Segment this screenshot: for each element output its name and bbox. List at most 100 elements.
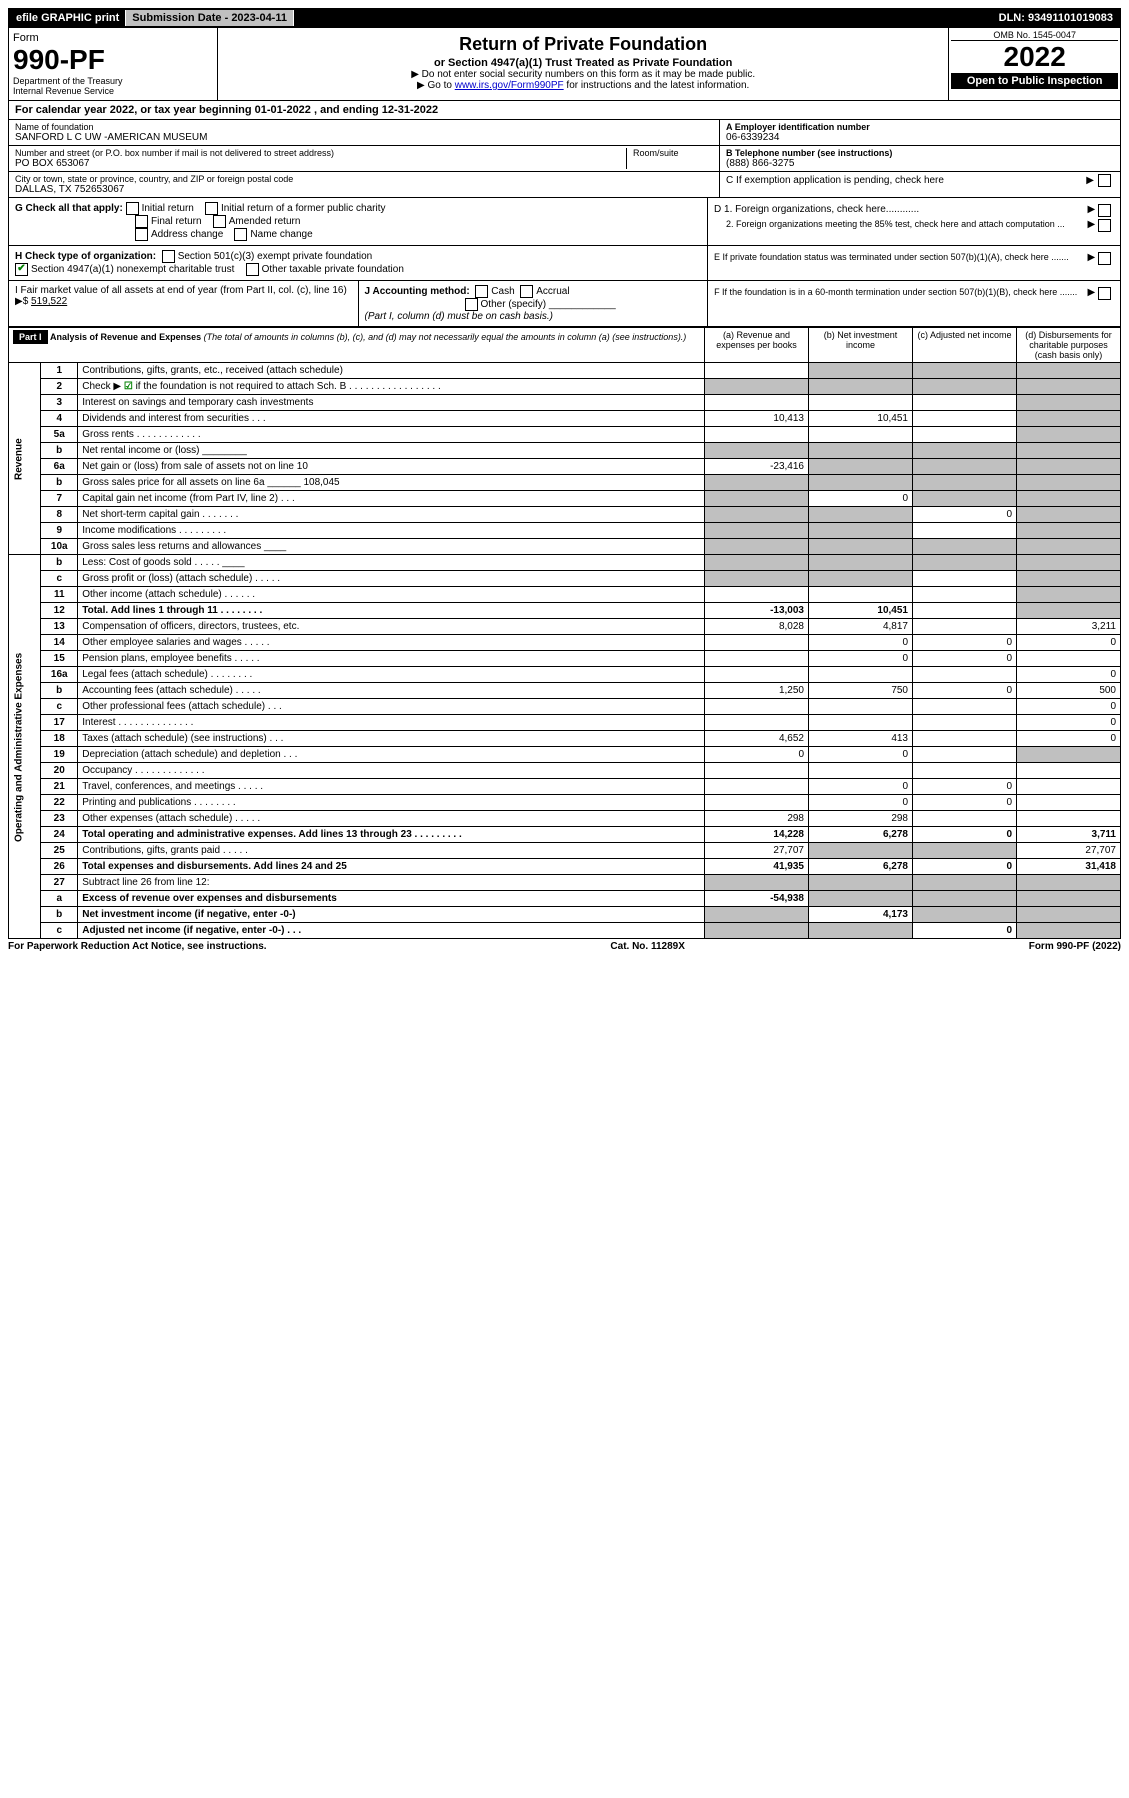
calendar-year-line: For calendar year 2022, or tax year begi… — [8, 101, 1121, 120]
c-checkbox[interactable] — [1098, 174, 1111, 187]
amount-cell — [809, 523, 913, 539]
amount-cell — [1017, 891, 1121, 907]
table-row: 2Check ▶ ☑ if the foundation is not requ… — [9, 379, 1121, 395]
g5-checkbox[interactable] — [135, 228, 148, 241]
table-row: 27Subtract line 26 from line 12: — [9, 875, 1121, 891]
amount-cell — [809, 379, 913, 395]
amount-cell — [913, 443, 1017, 459]
line-description: Excess of revenue over expenses and disb… — [78, 891, 705, 907]
c-label: C If exemption application is pending, c… — [726, 175, 1082, 186]
arrow-icon: ▶ — [1086, 175, 1094, 186]
amount-cell: 0 — [1017, 731, 1121, 747]
g6-checkbox[interactable] — [234, 228, 247, 241]
d1-checkbox[interactable] — [1098, 204, 1111, 217]
amount-cell — [809, 539, 913, 555]
amount-cell — [1017, 555, 1121, 571]
amount-cell — [1017, 795, 1121, 811]
h2-checkbox[interactable]: ✔ — [15, 263, 28, 276]
j3-checkbox[interactable] — [465, 298, 478, 311]
amount-cell — [705, 875, 809, 891]
line-number: 19 — [41, 747, 78, 763]
j-label: J Accounting method: — [365, 286, 470, 297]
j1-checkbox[interactable] — [475, 285, 488, 298]
h3-checkbox[interactable] — [246, 263, 259, 276]
line-number: a — [41, 891, 78, 907]
amount-cell — [1017, 571, 1121, 587]
table-row: 3Interest on savings and temporary cash … — [9, 395, 1121, 411]
g6-label: Name change — [250, 229, 312, 240]
line-number: 13 — [41, 619, 78, 635]
dln-label: DLN: 93491101019083 — [993, 10, 1119, 26]
f-checkbox[interactable] — [1098, 287, 1111, 300]
line-number: c — [41, 699, 78, 715]
g2-checkbox[interactable] — [205, 202, 218, 215]
line-description: Total expenses and disbursements. Add li… — [78, 859, 705, 875]
e-checkbox[interactable] — [1098, 252, 1111, 265]
amount-cell — [913, 363, 1017, 379]
ein-value: 06-6339234 — [726, 132, 1114, 143]
amount-cell: 0 — [913, 795, 1017, 811]
line-number: b — [41, 907, 78, 923]
header-right: OMB No. 1545-0047 2022 Open to Public In… — [948, 28, 1120, 100]
address: PO BOX 653067 — [15, 158, 626, 169]
amount-cell — [809, 555, 913, 571]
amount-cell — [809, 875, 913, 891]
amount-cell: 0 — [913, 923, 1017, 939]
col-c-header: (c) Adjusted net income — [913, 328, 1017, 363]
amount-cell: 413 — [809, 731, 913, 747]
amount-cell — [913, 811, 1017, 827]
amount-cell — [705, 427, 809, 443]
amount-cell — [913, 747, 1017, 763]
d1-label: D 1. Foreign organizations, check here..… — [714, 204, 1087, 217]
arrow-icon: ▶ — [1088, 204, 1096, 217]
city-label: City or town, state or province, country… — [15, 174, 713, 184]
top-bar: efile GRAPHIC print Submission Date - 20… — [8, 8, 1121, 28]
amount-cell: 0 — [705, 747, 809, 763]
line-description: Other income (attach schedule) . . . . .… — [78, 587, 705, 603]
amount-cell — [913, 603, 1017, 619]
amount-cell — [1017, 923, 1121, 939]
amount-cell — [705, 699, 809, 715]
amount-cell — [913, 539, 1017, 555]
h1-label: Section 501(c)(3) exempt private foundat… — [178, 251, 373, 262]
amount-cell: 8,028 — [705, 619, 809, 635]
line-description: Net gain or (loss) from sale of assets n… — [78, 459, 705, 475]
g1-checkbox[interactable] — [126, 202, 139, 215]
amount-cell: 0 — [913, 507, 1017, 523]
amount-cell: -54,938 — [705, 891, 809, 907]
g1-label: Initial return — [142, 203, 194, 214]
city-row: City or town, state or province, country… — [9, 172, 719, 197]
amount-cell — [705, 587, 809, 603]
amount-cell — [705, 523, 809, 539]
line-description: Gross profit or (loss) (attach schedule)… — [78, 571, 705, 587]
table-row: 6aNet gain or (loss) from sale of assets… — [9, 459, 1121, 475]
h1-checkbox[interactable] — [162, 250, 175, 263]
g3-checkbox[interactable] — [135, 215, 148, 228]
amount-cell — [1017, 475, 1121, 491]
d2-checkbox[interactable] — [1098, 219, 1111, 232]
form-subtitle: or Section 4947(a)(1) Trust Treated as P… — [222, 57, 944, 69]
h-section: H Check type of organization: Section 50… — [9, 246, 707, 280]
j2-checkbox[interactable] — [520, 285, 533, 298]
amount-cell — [1017, 459, 1121, 475]
amount-cell — [1017, 363, 1121, 379]
amount-cell: 0 — [809, 779, 913, 795]
omb-number: OMB No. 1545-0047 — [951, 30, 1118, 41]
g4-checkbox[interactable] — [213, 215, 226, 228]
line-description: Printing and publications . . . . . . . … — [78, 795, 705, 811]
amount-cell: 298 — [809, 811, 913, 827]
line-number: 27 — [41, 875, 78, 891]
line-number: 20 — [41, 763, 78, 779]
table-row: Revenue1Contributions, gifts, grants, et… — [9, 363, 1121, 379]
i-value: 519,522 — [31, 296, 67, 307]
h3-label: Other taxable private foundation — [262, 264, 404, 275]
amount-cell — [1017, 779, 1121, 795]
irs-link[interactable]: www.irs.gov/Form990PF — [455, 80, 564, 91]
line-description: Dividends and interest from securities .… — [78, 411, 705, 427]
amount-cell — [913, 411, 1017, 427]
address-row: Number and street (or P.O. box number if… — [9, 146, 719, 172]
table-row: 5aGross rents . . . . . . . . . . . . — [9, 427, 1121, 443]
amount-cell — [1017, 427, 1121, 443]
line-number: 24 — [41, 827, 78, 843]
amount-cell: 14,228 — [705, 827, 809, 843]
